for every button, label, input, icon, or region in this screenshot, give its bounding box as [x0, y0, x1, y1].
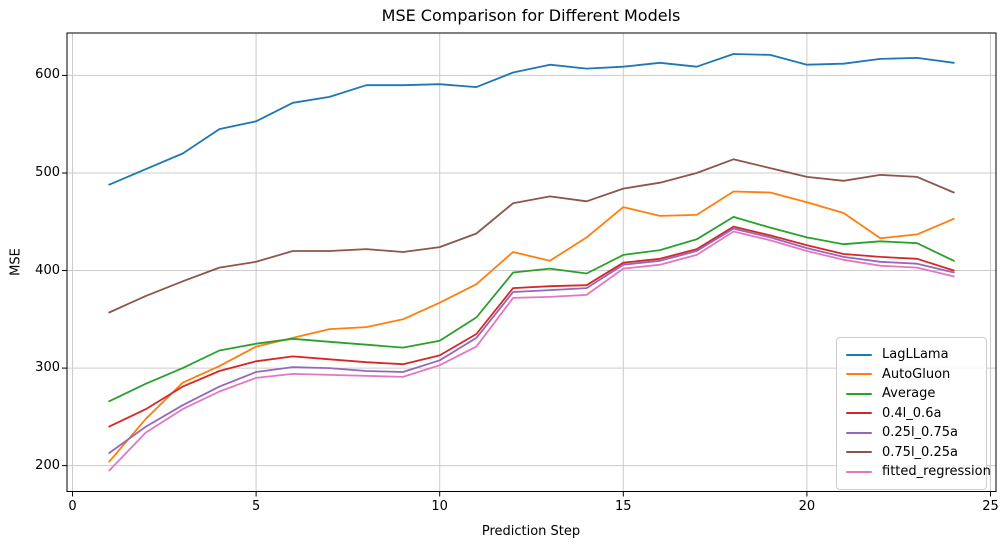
legend-label: 0.4l_0.6a [882, 405, 942, 421]
y-tick-label: 400 [35, 262, 60, 278]
legend-item-LagLLama: LagLLama [846, 345, 976, 365]
legend-item-0.25l_0.75a: 0.25l_0.75a [846, 423, 976, 443]
legend-label: LagLLama [882, 347, 949, 363]
x-tick-label: 5 [251, 499, 261, 514]
legend-line-sample [846, 470, 872, 473]
series-line-LagLLama [108, 53, 955, 186]
legend-line-sample [846, 431, 872, 434]
legend-label: 0.25l_0.75a [882, 425, 958, 441]
legend-item-AutoGluon: AutoGluon [846, 365, 976, 385]
chart-title: MSE Comparison for Different Models [381, 6, 681, 25]
y-tick-label: 300 [35, 360, 60, 376]
y-tick-label: 600 [35, 67, 60, 83]
x-tick-label: 15 [615, 499, 632, 514]
series-line-0.25l_0.75a [108, 227, 955, 454]
series-line-0.4l_0.6a [108, 225, 955, 428]
legend-item-Average: Average [846, 384, 976, 404]
y-tick-label: 200 [35, 457, 60, 473]
y-tick-label: 500 [35, 164, 60, 180]
legend-item-0.75l_0.25a: 0.75l_0.25a [846, 443, 976, 463]
x-tick-label: 10 [431, 499, 448, 514]
series-line-AutoGluon [108, 190, 955, 463]
legend-item-0.4l_0.6a: 0.4l_0.6a [846, 404, 976, 424]
legend-line-sample [846, 412, 872, 415]
legend-line-sample [846, 373, 872, 376]
x-tick-label: 25 [982, 499, 999, 514]
legend-line-sample [846, 451, 872, 454]
legend-label: AutoGluon [882, 366, 951, 382]
legend: LagLLama AutoGluon Average 0.4l_0.6a 0.25l_0… [836, 337, 991, 490]
x-tick-label: 0 [68, 499, 77, 514]
legend-label: 0.75l_0.25a [882, 444, 958, 460]
legend-item-fitted_regression: fitted_regression [846, 462, 991, 482]
legend-label: Average [882, 386, 936, 402]
axes-spines [66, 32, 997, 492]
series-line-0.75l_0.25a [108, 158, 955, 314]
series-line-Average [108, 215, 955, 403]
legend-label: fitted_regression [882, 464, 991, 480]
legend-line-sample [846, 353, 872, 356]
series-line-fitted_regression [108, 230, 955, 472]
x-axis-label: Prediction Step [481, 524, 581, 539]
x-tick-label: 20 [798, 499, 816, 514]
legend-line-sample [846, 392, 872, 395]
